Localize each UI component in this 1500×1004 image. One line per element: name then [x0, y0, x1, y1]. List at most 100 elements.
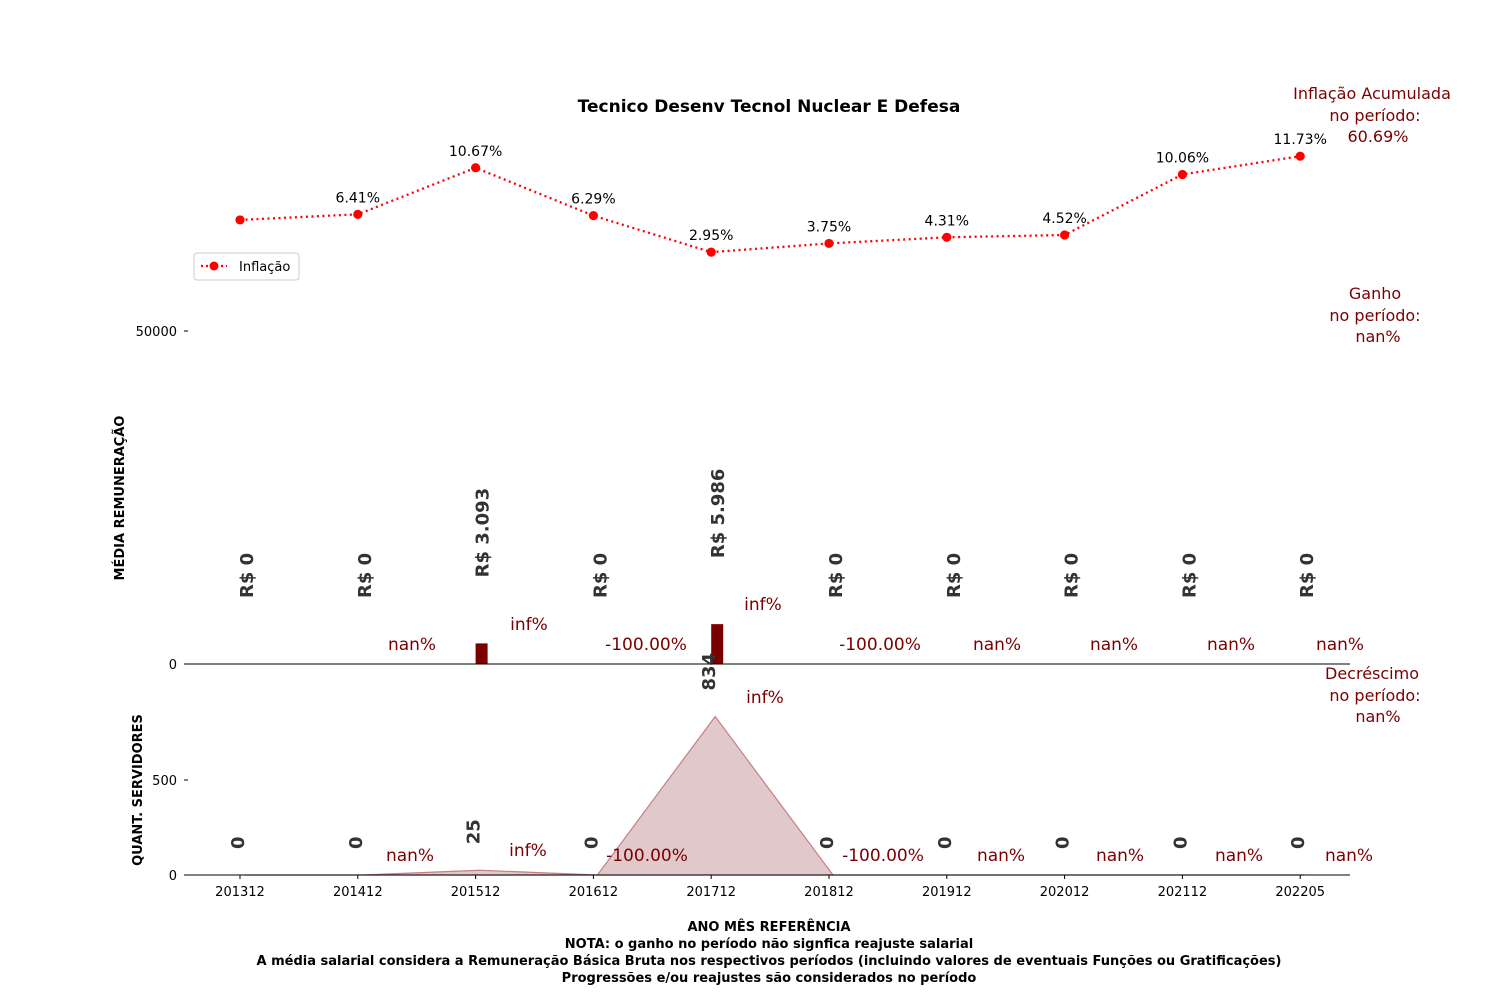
inflation-value-label: 10.06%	[1156, 150, 1209, 166]
remuneration-bar	[475, 643, 488, 664]
inflation-value-label: 3.75%	[807, 219, 851, 235]
servers-value-label: 0	[1053, 836, 1074, 849]
side-note-decrease-line2: no período:	[1329, 686, 1420, 705]
inflation-line-layer	[235, 151, 1305, 257]
remuneration-pct-change-label: nan%	[1090, 635, 1138, 655]
inflation-point	[588, 211, 599, 221]
servers-value-label: 0	[1170, 836, 1191, 849]
x-tick-label: 201612	[569, 885, 619, 900]
remuneration-pct-change-label: nan%	[1316, 635, 1364, 655]
servers-pct-change-label: inf%	[746, 688, 784, 708]
inflation-value-label: 4.52%	[1042, 211, 1086, 227]
inflation-point	[471, 163, 481, 173]
inflation-value-label: 6.29%	[571, 192, 615, 208]
servers-value-label: 0	[346, 836, 367, 849]
servers-pct-change-label: nan%	[386, 846, 434, 866]
x-tick-label: 202012	[1040, 885, 1090, 900]
inflation-value-label: 2.95%	[689, 228, 733, 244]
servers-y-tick-label: 0	[169, 869, 177, 884]
side-note-inflation-line1: Inflação Acumulada	[1293, 84, 1451, 103]
legend: Inflação	[193, 252, 300, 281]
footnote-1: NOTA: o ganho no período não signfica re…	[565, 937, 973, 952]
x-tick-label: 202112	[1158, 885, 1208, 900]
remuneration-pct-change-label: inf%	[744, 595, 782, 615]
servers-pct-change-label: nan%	[1325, 846, 1373, 866]
x-tick-label: 201812	[804, 885, 854, 900]
servers-value-label: 0	[1288, 836, 1309, 849]
remuneration-y-axis-label: MÉDIA REMUNERAÇÃO	[112, 416, 128, 581]
inflation-line	[239, 155, 1301, 254]
servers-pct-change-label: nan%	[977, 846, 1025, 866]
remuneration-value-label: R$ 0	[826, 553, 847, 598]
remuneration-pct-change-label: -100.00%	[605, 635, 687, 655]
remuneration-value-label: R$ 5.986	[708, 469, 729, 559]
remuneration-y-tick-label: 50000	[136, 325, 177, 340]
legend-frame	[193, 252, 300, 281]
side-note-decrease-line1: Decréscimo	[1325, 664, 1419, 683]
remuneration-value-label: R$ 0	[237, 553, 258, 598]
side-note-decrease: Decréscimo no período: nan%	[1325, 664, 1421, 726]
legend-label-inflacao: Inflação	[239, 260, 290, 275]
x-tick-label: 201712	[686, 885, 736, 900]
axes-layer: 0 50000 0 500 201312 201412 201512 201612 201712…	[136, 325, 1350, 900]
x-tick-label: 201412	[333, 885, 383, 900]
inflation-point	[1295, 151, 1305, 161]
remuneration-value-label: R$ 0	[355, 553, 376, 598]
servers-pct-change-label: -100.00%	[606, 846, 688, 866]
inflation-value-label: 10.67%	[449, 144, 502, 160]
remuneration-value-label: R$ 3.093	[473, 488, 494, 578]
remuneration-bars-layer	[475, 624, 724, 664]
servers-y-tick-label: 500	[152, 774, 177, 789]
inflation-point	[1060, 230, 1070, 240]
remuneration-pct-change-label: -100.00%	[839, 635, 921, 655]
servers-pct-change-label: inf%	[509, 841, 547, 861]
inflation-point	[942, 232, 952, 242]
remuneration-value-label: R$ 0	[1179, 553, 1200, 598]
side-note-gain-line1: Ganho	[1349, 284, 1401, 303]
labels-layer: R$ 0 R$ 0 R$ 3.093 R$ 0 R$ 5.986 R$ 0 R$ 0 R$ 0…	[228, 132, 1373, 866]
legend-marker	[209, 261, 219, 271]
x-axis-label: ANO MÊS REFERÊNCIA	[687, 919, 850, 935]
remuneration-y-tick-label: 0	[169, 658, 177, 673]
servers-pct-change-label: nan%	[1215, 846, 1263, 866]
side-note-gain-line3: nan%	[1355, 327, 1400, 346]
x-tick-label: 202205	[1275, 885, 1325, 900]
inflation-value-label: 4.31%	[925, 213, 969, 229]
x-tick-label: 201912	[922, 885, 972, 900]
remuneration-pct-change-label: inf%	[510, 615, 548, 635]
inflation-point	[706, 247, 716, 257]
side-note-inflation-line3: 60.69%	[1347, 127, 1408, 146]
side-note-gain-line2: no período:	[1329, 306, 1420, 325]
inflation-point	[1177, 169, 1187, 180]
servers-pct-change-label: -100.00%	[842, 846, 924, 866]
remuneration-value-label: R$ 0	[590, 553, 611, 598]
remuneration-value-label: R$ 0	[1297, 553, 1318, 598]
servers-value-label: 0	[228, 836, 249, 849]
remuneration-pct-change-label: nan%	[1207, 635, 1255, 655]
servers-value-label: 834	[699, 653, 720, 691]
footnote-2: A média salarial considera a Remuneração…	[257, 954, 1282, 969]
inflation-value-label: 6.41%	[336, 190, 380, 206]
side-note-inflation: Inflação Acumulada no período: 60.69%	[1293, 84, 1451, 146]
chart-title: Tecnico Desenv Tecnol Nuclear E Defesa	[578, 97, 961, 117]
servers-value-label: 25	[464, 819, 485, 844]
inflation-value-label: 11.73%	[1274, 132, 1327, 148]
servers-pct-change-label: nan%	[1096, 846, 1144, 866]
inflation-point	[824, 238, 834, 249]
remuneration-value-label: R$ 0	[944, 553, 965, 598]
servers-value-label: 0	[935, 836, 956, 849]
remuneration-pct-change-label: nan%	[973, 635, 1021, 655]
remuneration-pct-change-label: nan%	[388, 635, 436, 655]
servers-y-axis-label: QUANT. SERVIDORES	[131, 714, 146, 866]
servers-value-label: 0	[581, 836, 602, 849]
inflation-point	[353, 209, 363, 219]
servers-value-label: 0	[817, 836, 838, 849]
side-note-decrease-line3: nan%	[1355, 707, 1400, 726]
footnote-3: Progressões e/ou reajustes são considera…	[562, 971, 977, 986]
side-note-inflation-line2: no período:	[1329, 106, 1420, 125]
side-note-gain: Ganho no período: nan%	[1329, 284, 1420, 346]
x-tick-label: 201312	[215, 885, 265, 900]
x-tick-label: 201512	[451, 885, 501, 900]
